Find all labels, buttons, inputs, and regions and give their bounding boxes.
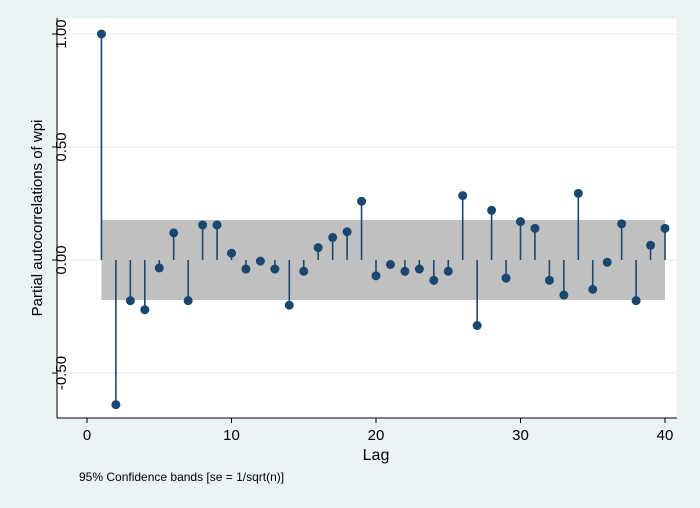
pacf-point — [125, 296, 135, 306]
pacf-point — [573, 188, 583, 198]
y-tick-label: 0.00 — [53, 245, 70, 274]
pacf-point — [96, 29, 106, 39]
x-tick-label: 0 — [83, 427, 91, 444]
pacf-point — [313, 243, 323, 253]
x-axis-label: Lag — [363, 447, 390, 464]
y-tick-label: 0.50 — [53, 132, 70, 161]
pacf-point — [140, 305, 150, 315]
pacf-point — [371, 271, 381, 281]
pacf-point — [183, 296, 193, 306]
pacf-point — [544, 275, 554, 285]
x-tick-label: 10 — [223, 427, 240, 444]
pacf-point — [458, 191, 468, 201]
pacf-point — [414, 264, 424, 274]
y-axis-label: Partial autocorrelations of wpi — [29, 120, 46, 317]
pacf-point — [443, 266, 453, 276]
pacf-point — [617, 219, 627, 229]
y-tick-label: 1.00 — [53, 19, 70, 48]
pacf-point — [646, 240, 656, 250]
x-tick-label: 40 — [657, 427, 674, 444]
pacf-point — [602, 257, 612, 267]
pacf-point — [299, 266, 309, 276]
pacf-point — [559, 290, 569, 300]
pacf-point — [255, 256, 265, 266]
pacf-point — [487, 205, 497, 215]
pacf-point — [357, 196, 367, 206]
x-tick-label: 20 — [368, 427, 385, 444]
pacf-point — [212, 220, 222, 230]
pacf-point — [328, 232, 338, 242]
pacf-point — [342, 227, 352, 237]
pacf-point — [588, 284, 598, 294]
confidence-band — [101, 219, 665, 301]
y-tick-label: -0.50 — [53, 356, 70, 390]
x-tick-label: 30 — [512, 427, 529, 444]
pacf-point — [385, 260, 395, 270]
plot-area — [56, 17, 678, 419]
pacf-point — [530, 223, 540, 233]
pacf-point — [198, 220, 208, 230]
pacf-point — [284, 300, 294, 310]
pacf-point — [241, 264, 251, 274]
pacf-point — [472, 321, 482, 331]
pacf-point — [660, 223, 670, 233]
pacf-point — [169, 228, 179, 238]
confidence-note: 95% Confidence bands [se = 1/sqrt(n)] — [79, 470, 284, 484]
pacf-point — [154, 263, 164, 273]
pacf-point — [111, 400, 121, 410]
pacf-point — [400, 266, 410, 276]
pacf-point — [270, 264, 280, 274]
pacf-point — [631, 296, 641, 306]
pacf-point — [516, 217, 525, 227]
pacf-point — [429, 275, 439, 285]
pacf-point — [227, 248, 236, 258]
pacf-point — [501, 273, 511, 283]
